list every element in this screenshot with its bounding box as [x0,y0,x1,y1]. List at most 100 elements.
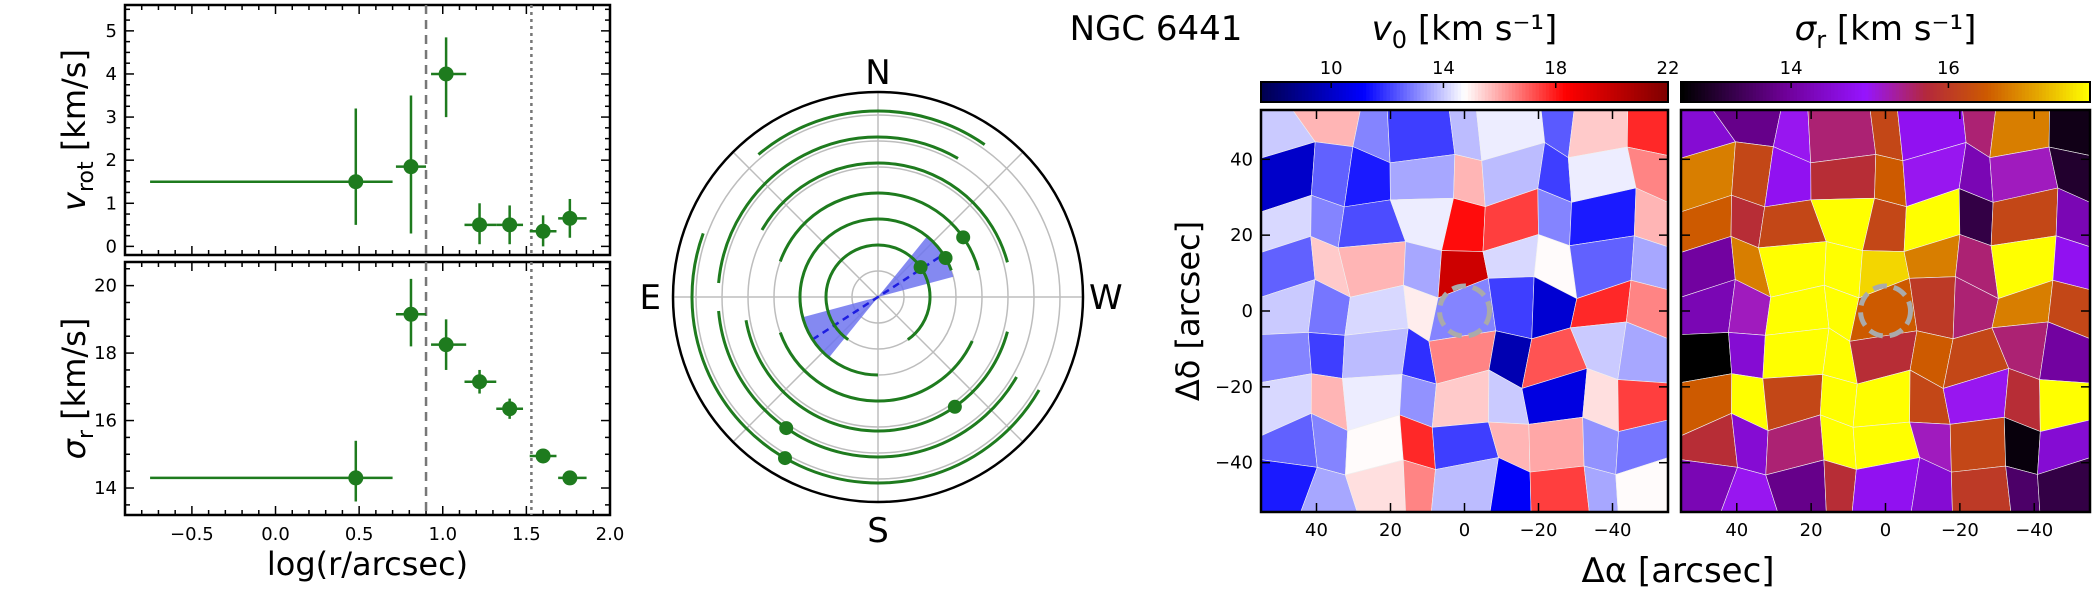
colorbar-segment [1875,82,1880,102]
kinematic-arc [824,243,932,341]
colorbar-segment [1545,82,1550,102]
colorbar-tick-label: 10 [1320,58,1343,79]
colorbar-segment [1827,82,1832,102]
colorbar-segment [1369,82,1374,102]
colorbar-label: σr [km s⁻¹] [1795,9,1977,54]
y-tick-label: 3 [106,107,117,128]
x-tick-label: 20 [1379,520,1402,541]
colorbar-segment [1623,82,1628,102]
colorbar-segment [1281,82,1286,102]
colorbar-segment [1708,82,1713,102]
colorbar-segment [1610,82,1615,102]
colorbar-segment [1430,82,1435,102]
colorbar-segment [1977,82,1982,102]
colorbar-segment [1858,82,1863,102]
colorbar-segment [1970,82,1975,102]
velocity-map-panel: 40 20 0 −20 −40 40 20 0 −20 −40 Δδ [arcsec] 10 14 18 2… [1169,9,1679,541]
map-cell [1728,332,1766,379]
colorbar-segment [1960,82,1965,102]
colorbar-segment [1803,82,1808,102]
colorbar-segment [1613,82,1618,102]
data-point [403,306,419,322]
colorbar-segment [2038,82,2043,102]
y-tick-label: −20 [1215,377,1253,398]
colorbar-segment [1647,82,1652,102]
colorbar-segment [1704,82,1709,102]
colorbar-segment [1892,82,1897,102]
colorbar-segment [1701,82,1706,102]
colorbar-segment [1596,82,1601,102]
colorbar-segment [1410,82,1415,102]
colorbar-segment [1301,82,1306,102]
colorbar-segment [1600,82,1605,102]
colorbar-segment [1325,82,1330,102]
colorbar-segment [1749,82,1754,102]
map-cell [1386,109,1456,164]
colorbar-segment [1813,82,1818,102]
colorbar-segment [1508,82,1513,102]
colorbar-segment [1420,82,1425,102]
colorbar-segment [1501,82,1506,102]
map-cell [1874,154,1907,208]
x-tick-label: 0 [1459,520,1470,541]
colorbar-segment [1583,82,1588,102]
colorbar-segment [1868,82,1873,102]
colorbar-segment [1933,82,1938,102]
map-cell [1342,327,1409,379]
colorbar-segment [1844,82,1849,102]
colorbar-segment [2015,82,2020,102]
kinematic-arc [798,217,953,377]
colorbar-segment [2055,82,2060,102]
map-cell [1389,154,1456,201]
colorbar-segment [1837,82,1842,102]
colorbar-tick-label: 14 [1780,58,1803,79]
colorbar-segment [1684,82,1689,102]
colorbar-tick-label: 14 [1432,58,1455,79]
kinematic-arc [778,332,974,403]
compass-outer-ring [671,90,1085,504]
y-tick-label: −40 [1215,453,1253,474]
y-tick-label: 5 [106,21,117,42]
x-tick-label: 1.5 [512,524,541,545]
data-point [502,217,518,233]
kinematic-arc [744,320,1009,433]
y-tick-label: 40 [1230,149,1253,170]
colorbar-segment [1379,82,1384,102]
x-tick-label: −0.5 [170,524,214,545]
colorbar-tick-label: 16 [1937,58,1960,79]
map-cell [1453,154,1486,208]
colorbar-segment [1796,82,1801,102]
colorbar-segment [1732,82,1737,102]
colorbar-segment [1779,82,1784,102]
y-tick-label: 14 [94,478,117,499]
colorbar-segment [1474,82,1479,102]
colorbar-segment [1634,82,1639,102]
colorbar-segment [1776,82,1781,102]
colorbar-segment [1940,82,1945,102]
colorbar-segment [1950,82,1955,102]
colorbar-segment [1854,82,1859,102]
colorbar-segment [1396,82,1401,102]
colorbar-segment [2018,82,2023,102]
colorbar-segment [1817,82,1822,102]
y-tick-label: 16 [94,411,117,432]
colorbar-segment [1539,82,1544,102]
colorbar-segment [2083,82,2088,102]
colorbar-segment [1433,82,1438,102]
colorbar-segment [1773,82,1778,102]
colorbar-segment [1994,82,1999,102]
colorbar-segment [1742,82,1747,102]
colorbar-segment [1593,82,1598,102]
colorbar-segment [1542,82,1547,102]
colorbar-segment [1467,82,1472,102]
arc-marker [956,230,971,245]
colorbar-segment [2035,82,2040,102]
colorbar-segment [1725,82,1730,102]
x-tick-label: −40 [1594,520,1632,541]
plot-frame [123,3,612,257]
colorbar-segment [1627,82,1632,102]
colorbar-segment [1895,82,1900,102]
colorbar-segment [1916,82,1921,102]
colorbar-segment [1261,82,1265,102]
colorbar-segment [1899,82,1904,102]
